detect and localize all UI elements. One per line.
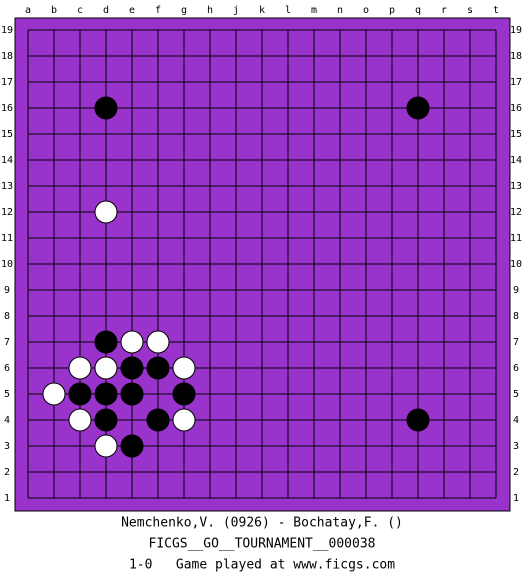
row-label: 19 [1, 25, 13, 36]
column-label: d [103, 5, 109, 16]
row-label: 12 [1, 207, 13, 218]
row-label: 7 [513, 337, 519, 348]
row-label: 5 [513, 389, 519, 400]
row-label: 3 [513, 441, 519, 452]
black-stone [146, 356, 170, 380]
players: Nemchenko,V. (0926) - Bochatay,F. () [121, 516, 403, 531]
white-stone [68, 356, 92, 380]
column-label: h [207, 5, 213, 16]
row-label: 15 [510, 129, 522, 140]
column-label: a [25, 5, 31, 16]
row-label: 11 [510, 233, 522, 244]
row-label: 12 [510, 207, 522, 218]
row-label: 1 [513, 493, 519, 504]
black-stone [406, 408, 430, 432]
row-label: 19 [510, 25, 522, 36]
column-label: n [337, 5, 343, 16]
white-stone [42, 382, 66, 406]
column-label: k [259, 5, 265, 16]
row-label: 8 [513, 311, 519, 322]
row-label: 8 [4, 311, 10, 322]
white-stone [120, 330, 144, 354]
black-stone [172, 382, 196, 406]
white-stone [68, 408, 92, 432]
column-label: t [493, 5, 499, 16]
column-label: l [285, 5, 291, 16]
row-label: 18 [1, 51, 13, 62]
row-label: 18 [510, 51, 522, 62]
row-label: 7 [4, 337, 10, 348]
black-stone [120, 356, 144, 380]
row-label: 14 [1, 155, 13, 166]
column-label: s [467, 5, 473, 16]
black-stone [94, 408, 118, 432]
column-label: j [233, 5, 239, 16]
row-label: 3 [4, 441, 10, 452]
black-stone [406, 96, 430, 120]
row-label: 6 [4, 363, 10, 374]
white-stone [94, 200, 118, 224]
column-label: r [441, 5, 447, 16]
column-label: f [155, 5, 161, 16]
row-label: 17 [1, 77, 13, 88]
row-label: 11 [1, 233, 13, 244]
black-stone [120, 434, 144, 458]
row-label: 2 [4, 467, 10, 478]
row-label: 13 [510, 181, 522, 192]
black-stone [68, 382, 92, 406]
black-stone [94, 330, 118, 354]
column-label: e [129, 5, 135, 16]
row-label: 10 [1, 259, 13, 270]
row-label: 15 [1, 129, 13, 140]
event: FICGS__GO__TOURNAMENT__000038 [149, 537, 376, 552]
white-stone [172, 408, 196, 432]
black-stone [146, 408, 170, 432]
white-stone [172, 356, 196, 380]
white-stone [94, 356, 118, 380]
row-label: 17 [510, 77, 522, 88]
column-label: p [389, 5, 395, 16]
column-label: m [311, 5, 317, 16]
row-label: 5 [4, 389, 10, 400]
row-label: 2 [513, 467, 519, 478]
column-label: o [363, 5, 369, 16]
row-label: 16 [1, 103, 13, 114]
row-label: 13 [1, 181, 13, 192]
row-label: 14 [510, 155, 522, 166]
row-label: 16 [510, 103, 522, 114]
row-label: 10 [510, 259, 522, 270]
black-stone [94, 382, 118, 406]
row-label: 1 [4, 493, 10, 504]
white-stone [146, 330, 170, 354]
black-stone [120, 382, 144, 406]
result: 1-0 Game played at www.ficgs.com [129, 558, 395, 573]
black-stone [94, 96, 118, 120]
row-label: 4 [513, 415, 519, 426]
row-label: 4 [4, 415, 10, 426]
row-label: 9 [513, 285, 519, 296]
column-label: c [77, 5, 83, 16]
white-stone [94, 434, 118, 458]
column-label: q [415, 5, 421, 16]
column-label: g [181, 5, 187, 16]
column-label: b [51, 5, 57, 16]
row-label: 9 [4, 285, 10, 296]
row-label: 6 [513, 363, 519, 374]
